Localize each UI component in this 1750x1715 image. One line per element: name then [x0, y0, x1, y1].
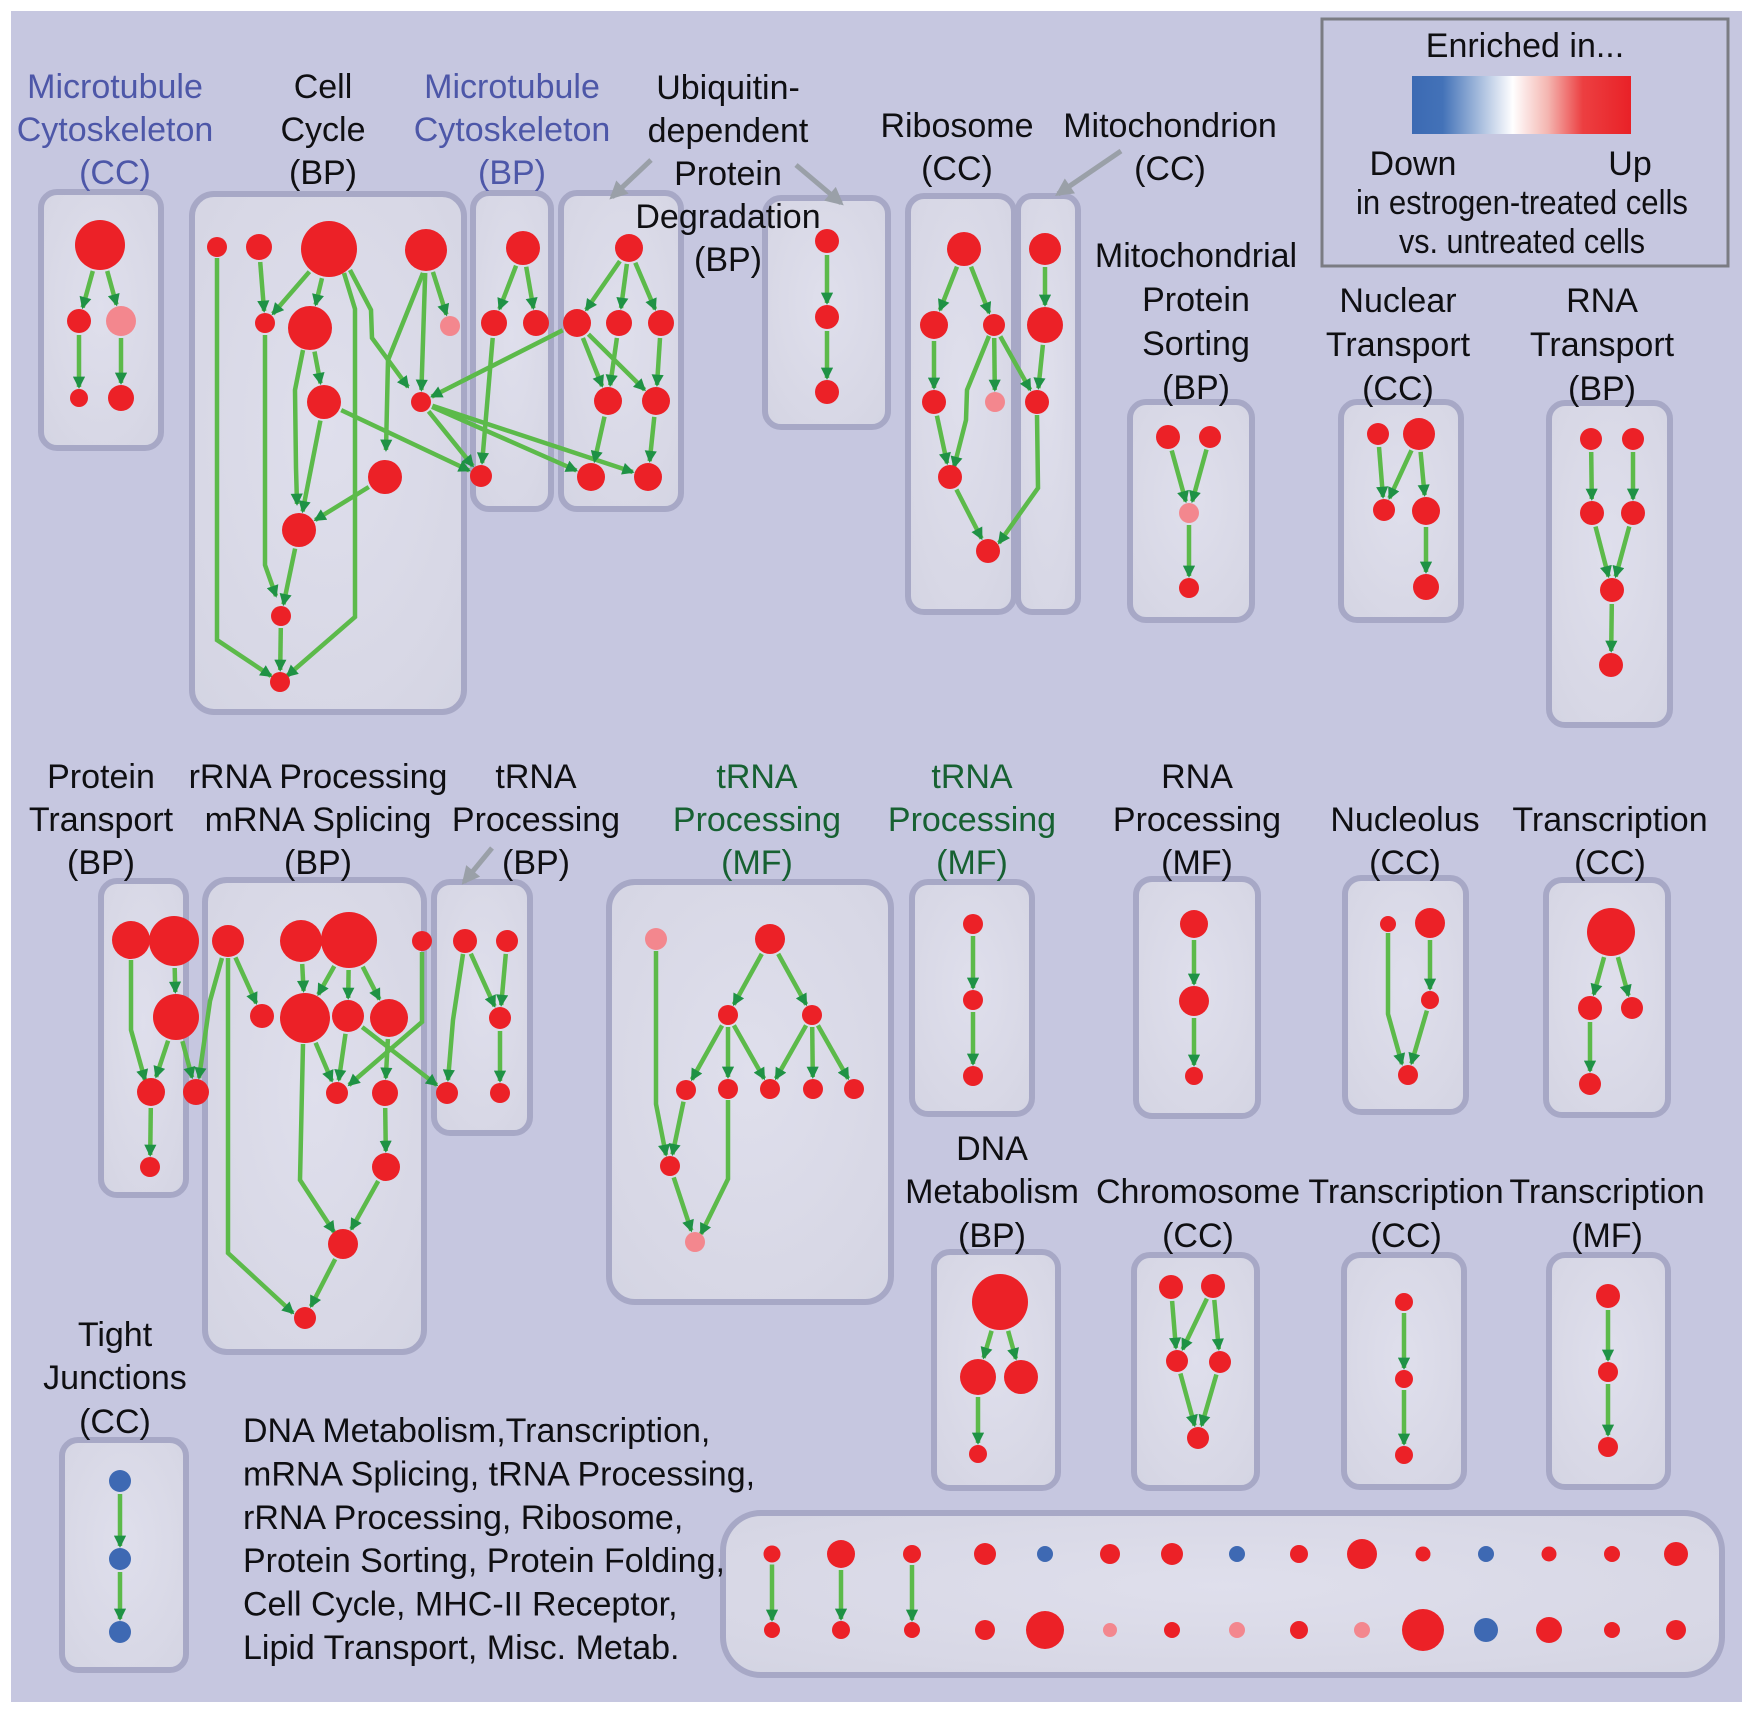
svg-text:(MF): (MF)	[1571, 1217, 1643, 1255]
svg-text:(CC): (CC)	[1574, 844, 1646, 882]
svg-text:(CC): (CC)	[1162, 1217, 1234, 1255]
svg-text:(MF): (MF)	[1161, 844, 1233, 882]
svg-text:Nucleolus: Nucleolus	[1330, 801, 1479, 839]
svg-text:Nuclear: Nuclear	[1339, 282, 1456, 320]
svg-text:Processing: Processing	[673, 801, 841, 839]
svg-text:DNA Metabolism,Transcription,: DNA Metabolism,Transcription,	[243, 1412, 710, 1450]
svg-text:Cytoskeleton: Cytoskeleton	[414, 111, 611, 149]
svg-text:Processing: Processing	[1113, 801, 1281, 839]
svg-text:Cytoskeleton: Cytoskeleton	[17, 111, 214, 149]
svg-text:Transport: Transport	[1530, 326, 1675, 364]
svg-text:(BP): (BP)	[284, 844, 352, 882]
svg-text:tRNA: tRNA	[495, 758, 577, 796]
svg-text:Chromosome: Chromosome	[1096, 1173, 1300, 1211]
svg-text:DNA: DNA	[956, 1130, 1028, 1168]
svg-text:Transcription: Transcription	[1308, 1173, 1503, 1211]
svg-text:(CC): (CC)	[1362, 370, 1434, 408]
svg-text:Mitochondrion: Mitochondrion	[1063, 107, 1277, 145]
svg-text:Up: Up	[1608, 145, 1651, 183]
svg-text:(BP): (BP)	[694, 241, 762, 279]
svg-text:Protein: Protein	[674, 155, 782, 193]
svg-text:Transport: Transport	[29, 801, 174, 839]
svg-text:Metabolism: Metabolism	[905, 1173, 1079, 1211]
svg-text:Cycle: Cycle	[280, 111, 365, 149]
svg-text:(CC): (CC)	[79, 1403, 151, 1441]
svg-text:Transcription: Transcription	[1512, 801, 1707, 839]
svg-text:Cell Cycle, MHC-II Receptor,: Cell Cycle, MHC-II Receptor,	[243, 1586, 678, 1624]
svg-text:(BP): (BP)	[289, 154, 357, 192]
svg-text:Protein: Protein	[47, 758, 155, 796]
svg-text:(BP): (BP)	[1568, 370, 1636, 408]
svg-text:tRNA: tRNA	[716, 758, 798, 796]
svg-text:Processing: Processing	[452, 801, 620, 839]
svg-text:Processing: Processing	[888, 801, 1056, 839]
svg-text:Ubiquitin-: Ubiquitin-	[656, 69, 800, 107]
svg-text:(CC): (CC)	[921, 150, 993, 188]
svg-text:Microtubule: Microtubule	[424, 68, 600, 106]
svg-text:(MF): (MF)	[721, 844, 793, 882]
svg-text:Protein: Protein	[1142, 281, 1250, 319]
svg-text:Down: Down	[1370, 145, 1457, 183]
svg-text:(BP): (BP)	[478, 154, 546, 192]
svg-text:Degradation: Degradation	[635, 198, 820, 236]
svg-text:Protein Sorting, Protein Foldi: Protein Sorting, Protein Folding,	[243, 1542, 725, 1580]
svg-text:Lipid Transport, Misc. Metab.: Lipid Transport, Misc. Metab.	[243, 1629, 680, 1667]
svg-text:Transcription: Transcription	[1509, 1173, 1704, 1211]
svg-text:rRNA Processing: rRNA Processing	[189, 758, 448, 796]
svg-text:(CC): (CC)	[1369, 844, 1441, 882]
svg-text:vs. untreated cells: vs. untreated cells	[1399, 223, 1645, 261]
svg-text:mRNA Splicing, tRNA Processing: mRNA Splicing, tRNA Processing,	[243, 1455, 755, 1493]
svg-text:Ribosome: Ribosome	[880, 107, 1033, 145]
svg-text:Junctions: Junctions	[43, 1359, 187, 1397]
svg-text:Cell: Cell	[294, 68, 353, 106]
svg-text:Sorting: Sorting	[1142, 325, 1250, 363]
svg-text:RNA: RNA	[1566, 282, 1638, 320]
svg-text:Transport: Transport	[1326, 326, 1471, 364]
svg-text:Mitochondrial: Mitochondrial	[1095, 237, 1297, 275]
svg-text:(BP): (BP)	[502, 844, 570, 882]
svg-text:tRNA: tRNA	[931, 758, 1013, 796]
svg-text:Enriched in...: Enriched in...	[1426, 27, 1624, 65]
svg-text:mRNA Splicing: mRNA Splicing	[205, 801, 432, 839]
svg-text:dependent: dependent	[648, 112, 809, 150]
svg-text:(CC): (CC)	[1370, 1217, 1442, 1255]
svg-text:Microtubule: Microtubule	[27, 68, 203, 106]
svg-text:Tight: Tight	[78, 1316, 153, 1354]
svg-text:(CC): (CC)	[79, 154, 151, 192]
svg-text:(BP): (BP)	[67, 844, 135, 882]
svg-text:rRNA Processing, Ribosome,: rRNA Processing, Ribosome,	[243, 1499, 683, 1537]
svg-text:in estrogen-treated cells: in estrogen-treated cells	[1356, 184, 1688, 222]
svg-text:(BP): (BP)	[958, 1217, 1026, 1255]
svg-text:RNA: RNA	[1161, 758, 1233, 796]
svg-text:(MF): (MF)	[936, 844, 1008, 882]
svg-text:(BP): (BP)	[1162, 369, 1230, 407]
svg-text:(CC): (CC)	[1134, 150, 1206, 188]
